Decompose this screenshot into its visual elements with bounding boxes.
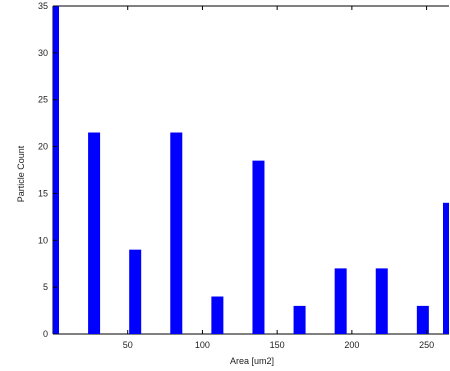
- y-axis-ticks: 0 5 10 15 20 25 30 35: [38, 1, 57, 339]
- x-axis-label: Area [um2]: [230, 356, 274, 366]
- y-axis-label: Particle Count: [16, 145, 26, 202]
- bar: [416, 305, 429, 334]
- y-tick-label: 20: [38, 142, 48, 152]
- y-tick-label: 35: [38, 1, 48, 11]
- y-tick-label: 25: [38, 95, 48, 105]
- x-tick-label: 50: [123, 340, 133, 350]
- y-tick-label: 5: [43, 282, 48, 292]
- y-tick-label: 30: [38, 48, 48, 58]
- bars-group: [53, 6, 449, 334]
- y-tick-label: 15: [38, 188, 48, 198]
- bar: [334, 268, 347, 334]
- axes-frame: [52, 5, 449, 335]
- y-tick-label: 10: [38, 235, 48, 245]
- bar: [443, 202, 449, 334]
- y-tick-label: 0: [43, 329, 48, 339]
- bar: [252, 160, 265, 334]
- x-tick-label: 200: [344, 340, 359, 350]
- x-tick-label: 150: [270, 340, 285, 350]
- bar: [293, 305, 306, 334]
- bar: [170, 132, 183, 334]
- bar: [211, 296, 224, 334]
- bar: [53, 6, 59, 334]
- x-axis-ticks: 50 100 150 200 250: [123, 6, 434, 350]
- bar: [129, 249, 142, 334]
- bar: [88, 132, 101, 334]
- x-tick-label: 100: [195, 340, 210, 350]
- bar: [375, 268, 388, 334]
- x-tick-label: 250: [419, 340, 434, 350]
